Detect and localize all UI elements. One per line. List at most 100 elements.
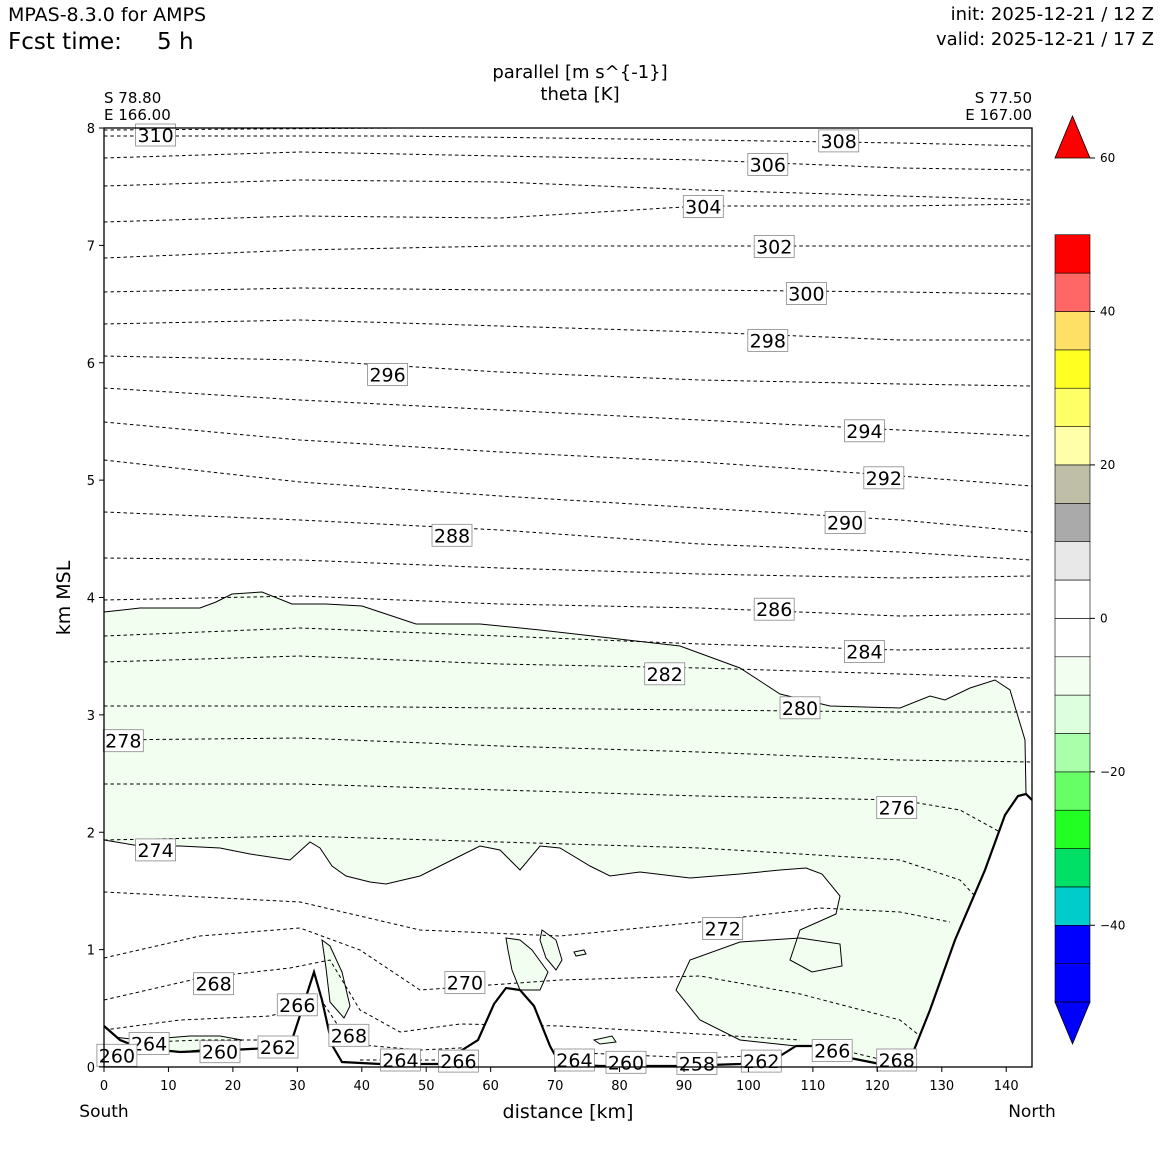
forecast-time-value: 5 h: [157, 29, 194, 55]
theta-contour: [104, 959, 801, 1041]
theta-label: 260: [96, 1043, 138, 1067]
theta-label: 262: [740, 1049, 782, 1073]
x-axis-ticks: 0 10 20 30 40 50 60 70 80 90 100 110 120 130 140: [100, 1067, 1019, 1094]
theta-label: 262: [257, 1035, 299, 1059]
theta-contour: [104, 179, 1032, 201]
theta-label-text: 266: [440, 1051, 476, 1073]
wind-region-negative: [592, 1035, 617, 1045]
theta-label-text: 268: [331, 1025, 367, 1047]
theta-label: 302: [753, 235, 795, 259]
init-time: init: 2025-12-21 / 12 Z: [950, 4, 1154, 25]
x-tick-label: 30: [289, 1079, 306, 1094]
colorbar-segment: [1054, 541, 1091, 581]
theta-label-text: 296: [369, 365, 405, 387]
theta-contour: [104, 421, 1032, 487]
theta-contour: [104, 835, 991, 913]
theta-label: 272: [702, 917, 744, 941]
theta-label: 310: [135, 123, 177, 147]
colorbar-segment: [1054, 848, 1091, 888]
theta-label: 268: [193, 972, 235, 996]
theta-label-text: 264: [556, 1050, 592, 1072]
theta-label: 270: [444, 971, 486, 995]
colorbar-segment: [1054, 924, 1091, 964]
colorbar-extend-min: [1054, 1001, 1091, 1046]
theta-label: 260: [605, 1050, 647, 1074]
wind-region-negative: [104, 591, 1027, 1065]
wind-region-negative: [539, 929, 563, 971]
theta-contour: [104, 151, 1032, 171]
colorbar-tick-label: −40: [1100, 918, 1125, 932]
x-tick-label: 70: [547, 1079, 564, 1094]
x-tick-label: 100: [736, 1079, 761, 1094]
colorbar-segment: [1054, 426, 1091, 466]
y-tick-label: 5: [87, 474, 95, 489]
theta-contour: [104, 245, 1032, 259]
theta-label: 264: [379, 1048, 421, 1072]
colorbar-segment: [1054, 963, 1091, 1003]
theta-label-text: 268: [195, 974, 231, 996]
x-tick-label: 140: [994, 1079, 1019, 1094]
theta-contour: [104, 705, 1032, 713]
theta-label-text: 302: [756, 237, 792, 259]
theta-contour: [104, 891, 951, 937]
x-tick-label: 0: [100, 1079, 108, 1094]
theta-label-text: 260: [99, 1045, 135, 1067]
theta-contour: [104, 783, 1001, 833]
colorbar-tick-label: 0: [1100, 611, 1108, 625]
colorbar-segment: [1054, 311, 1091, 351]
theta-contour: [104, 203, 1032, 223]
theta-label-text: 266: [279, 995, 315, 1017]
theta-label: 268: [328, 1023, 370, 1047]
colorbar-segment: [1054, 886, 1091, 926]
theta-label: 282: [644, 662, 686, 686]
theta-label: 264: [554, 1048, 595, 1072]
wind-region-negative: [573, 949, 587, 957]
y-axis-ticks: 0 1 2 3 4 5 6 7 8: [87, 122, 104, 1076]
theta-contour: [104, 557, 1032, 579]
theta-label-text: 262: [260, 1037, 296, 1059]
end-lat: S 77.50: [975, 89, 1032, 107]
theta-label-text: 298: [750, 330, 786, 352]
theta-label: 280: [779, 696, 821, 720]
theta-label-text: 258: [679, 1054, 715, 1076]
theta-label: 304: [682, 195, 724, 219]
valid-time: valid: 2025-12-21 / 17 Z: [936, 29, 1154, 50]
theta-label-text: 280: [782, 698, 818, 720]
theta-label: 286: [753, 597, 795, 621]
wind-field-layer: [104, 591, 1032, 1067]
theta-label: 266: [276, 993, 318, 1017]
colorbar-segment: [1054, 694, 1091, 734]
theta-label-text: 282: [647, 664, 683, 686]
colorbar-segment: [1054, 234, 1091, 274]
theta-label-text: 310: [137, 125, 173, 147]
theta-label-text: 264: [382, 1050, 418, 1072]
colorbar-segment: [1054, 502, 1091, 542]
x-tick-label: 130: [929, 1079, 954, 1094]
theta-label: 300: [786, 282, 827, 306]
y-tick-label: 6: [87, 357, 95, 372]
theta-label-text: 268: [879, 1050, 915, 1072]
x-tick-label: 10: [160, 1079, 177, 1094]
theta-contour: [104, 655, 1032, 679]
theta-label-text: 288: [434, 525, 470, 547]
x-tick-label: 60: [482, 1079, 499, 1094]
colorbar-segment: [1054, 464, 1091, 504]
colorbar-tick-label: −20: [1100, 765, 1125, 779]
x-tick-label: 40: [354, 1079, 371, 1094]
y-tick-label: 4: [87, 592, 95, 607]
theta-label: 294: [844, 419, 885, 443]
theta-label: 260: [199, 1040, 241, 1064]
theta-contour: [104, 319, 1032, 341]
forecast-time-label: Fcst time:: [8, 29, 122, 55]
theta-contour: [104, 355, 1032, 387]
y-tick-label: 1: [87, 944, 95, 959]
colorbar-segment: [1054, 771, 1091, 811]
chart-subtitle: theta [K]: [540, 84, 619, 105]
theta-label: 298: [747, 328, 789, 352]
colorbar-tick-label: 40: [1100, 304, 1115, 318]
theta-label: 290: [824, 510, 866, 534]
terrain-fill: [104, 794, 1032, 1067]
colorbar-segment: [1054, 272, 1091, 312]
theta-label: 308: [818, 129, 860, 153]
